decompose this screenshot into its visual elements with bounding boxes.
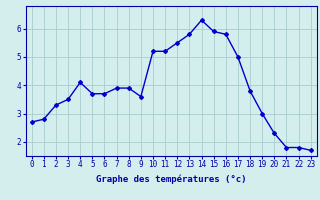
X-axis label: Graphe des températures (°c): Graphe des températures (°c) xyxy=(96,175,246,184)
